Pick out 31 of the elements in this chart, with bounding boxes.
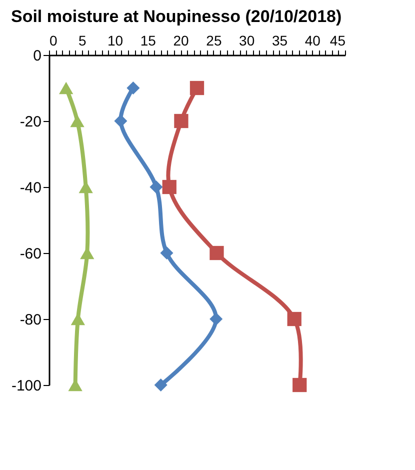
point [59,82,74,94]
point [160,246,174,260]
point [287,312,302,326]
x-tick-label: 15 [140,32,156,48]
point [190,80,204,96]
y-tick-label: -80 [20,312,42,328]
y-tick-label: -60 [20,246,42,262]
point [210,312,223,326]
x-tick-label: 25 [206,32,222,48]
y-tick-label: 0 [33,48,42,64]
y-tick-label: -20 [20,114,42,130]
x-tick-label: 5 [78,32,86,48]
point [70,114,84,128]
point [114,114,128,128]
x-tick-label: 0 [50,32,58,48]
point [210,246,224,260]
point [154,378,168,392]
point [162,180,176,194]
y-tick-label: -100 [11,378,42,394]
x-tick-label: 10 [107,32,124,48]
x-tick-label: 30 [239,32,255,48]
x-tick-label: 45 [330,32,346,48]
x-tick-label: 20 [173,32,190,48]
chart-title: Soil moisture at Noupinesso (20/10/2018) [10,7,342,26]
x-tick-label: 35 [272,32,288,48]
y-tick-label: -40 [20,180,42,196]
point [292,378,307,392]
point [174,114,188,128]
point [150,180,163,194]
x-tick-label: 40 [304,32,321,48]
point [126,81,140,95]
